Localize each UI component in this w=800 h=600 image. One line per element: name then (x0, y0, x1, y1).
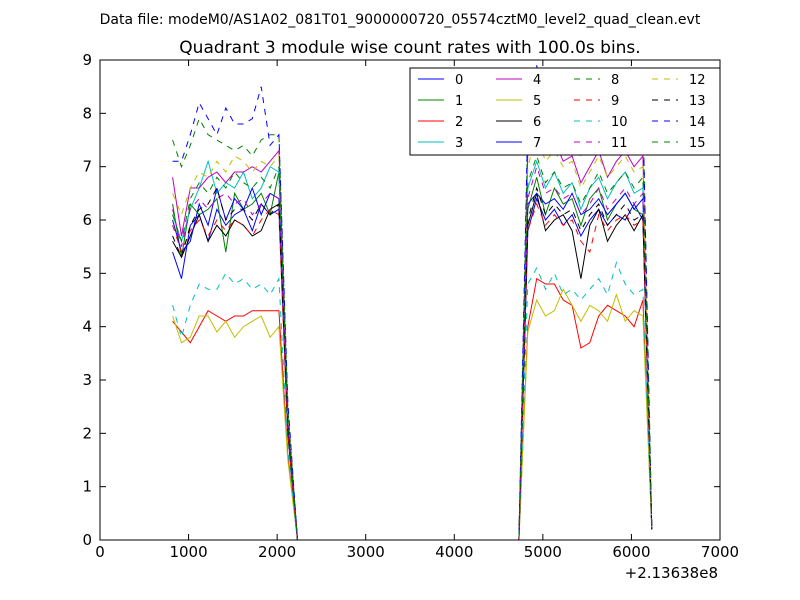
legend-label-4: 4 (533, 73, 541, 88)
y-tick-label: 8 (82, 104, 92, 122)
legend-label-12: 12 (689, 73, 706, 88)
chart-title: Quadrant 3 module wise count rates with … (179, 38, 640, 58)
x-tick-label: 6000 (612, 543, 650, 561)
legend-label-9: 9 (611, 94, 619, 109)
data-file-caption: Data file: modeM0/AS1A02_081T01_90000007… (100, 12, 701, 28)
legend-label-6: 6 (533, 115, 541, 130)
legend-label-7: 7 (533, 136, 541, 151)
series-line-6 (172, 193, 653, 540)
legend-label-1: 1 (455, 94, 463, 109)
legend-label-8: 8 (611, 73, 619, 88)
y-tick-label: 3 (82, 371, 92, 389)
x-tick-label: 4000 (435, 543, 473, 561)
legend-label-5: 5 (533, 94, 541, 109)
x-tick-label: 3000 (347, 543, 385, 561)
series-line-0 (172, 197, 653, 540)
series-line-5 (172, 288, 653, 540)
legend-box (409, 67, 721, 156)
legend-label-3: 3 (455, 136, 463, 151)
x-tick-label: 7000 (701, 543, 739, 561)
y-tick-label: 9 (82, 51, 92, 69)
y-tick-label: 2 (82, 424, 92, 442)
legend-label-13: 13 (689, 94, 706, 109)
series-line-7 (172, 186, 653, 540)
legend-label-10: 10 (611, 115, 628, 130)
series-line-1 (172, 171, 653, 540)
y-tick-label: 7 (82, 158, 92, 176)
y-tick-label: 4 (82, 318, 92, 336)
series-line-11 (172, 164, 653, 540)
plot-frame (99, 59, 721, 541)
y-tick-label: 6 (82, 211, 92, 229)
series-line-13 (172, 186, 653, 540)
series-line-4 (172, 122, 653, 540)
series-line-12 (172, 132, 653, 540)
legend-label-2: 2 (455, 115, 463, 130)
y-tick-label: 1 (82, 478, 92, 496)
series-line-14 (172, 65, 653, 540)
series-line-9 (172, 202, 653, 540)
x-tick-label: 5000 (524, 543, 562, 561)
x-tick-label: 1000 (169, 543, 207, 561)
series-line-3 (172, 159, 653, 540)
y-tick-label: 0 (82, 531, 92, 549)
x-axis-offset-label: +2.13638e8 (625, 564, 718, 582)
legend-label-14: 14 (689, 115, 706, 130)
y-tick-label: 5 (82, 264, 92, 282)
legend-label-0: 0 (455, 73, 463, 88)
x-tick-label: 0 (95, 543, 105, 561)
legend-label-11: 11 (611, 136, 628, 151)
x-tick-label: 2000 (258, 543, 296, 561)
legend-label-15: 15 (689, 136, 706, 151)
